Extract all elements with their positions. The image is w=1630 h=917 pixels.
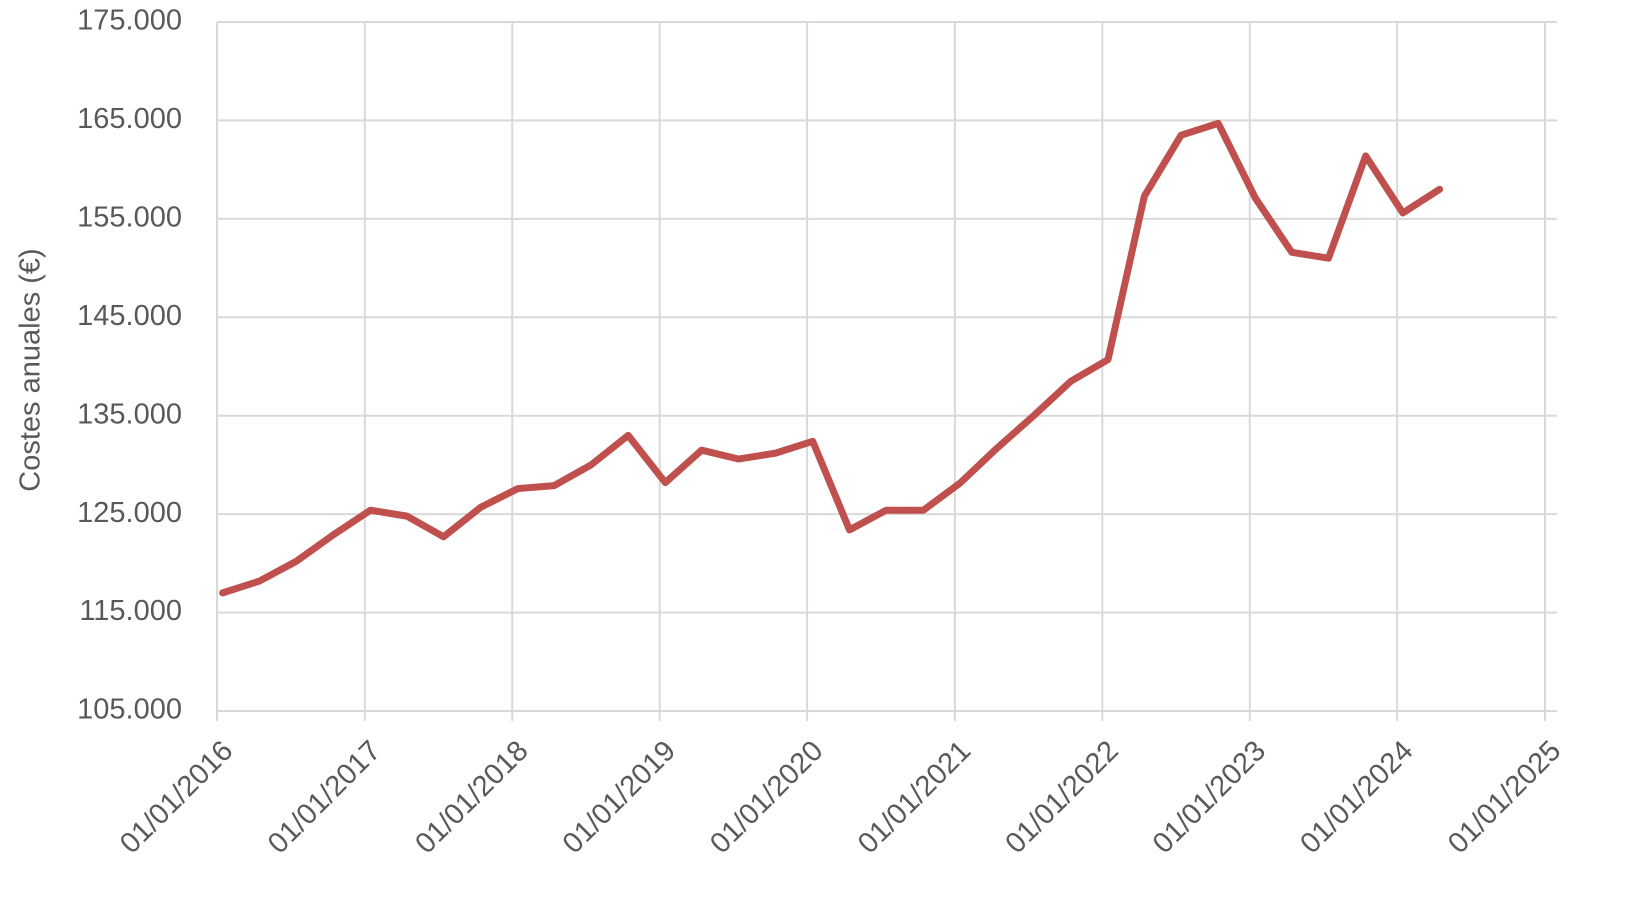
x-tick-label: 01/01/2019 [557,735,682,860]
x-tick-label: 01/01/2024 [1294,735,1419,860]
x-tick-label: 01/01/2025 [1442,735,1567,860]
y-tick-label: 135.000 [77,398,182,430]
x-tick-label: 01/01/2022 [999,735,1124,860]
x-tick-label: 01/01/2021 [852,735,977,860]
x-tick-label: 01/01/2018 [409,735,534,860]
y-tick-label: 105.000 [77,694,182,726]
x-tick-label: 01/01/2017 [262,735,387,860]
y-tick-label: 155.000 [77,202,182,234]
data-line [219,119,1444,597]
y-tick-label: 165.000 [77,103,182,135]
y-tick-label: 175.000 [77,5,182,37]
x-tick-label: 01/01/2020 [704,735,829,860]
y-tick-label: 145.000 [77,300,182,332]
x-tick-label: 01/01/2016 [114,735,239,860]
y-tick-label: 125.000 [77,497,182,529]
y-axis-title: Costes anuales (€) [15,248,47,491]
x-tick-label: 01/01/2023 [1147,735,1272,860]
y-tick-label: 115.000 [79,595,182,627]
